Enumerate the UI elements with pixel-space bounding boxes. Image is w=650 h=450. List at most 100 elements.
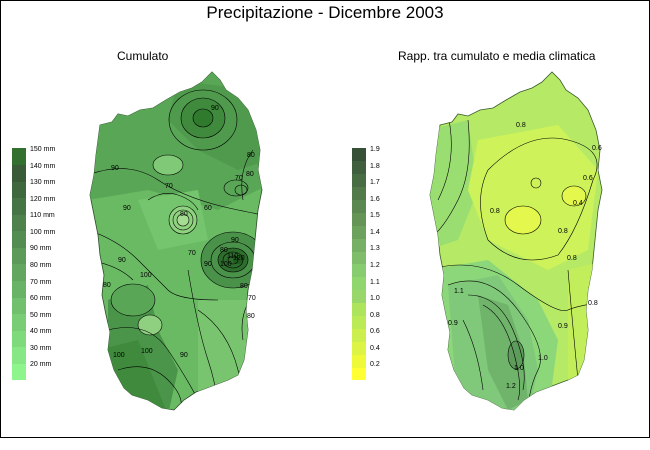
right-legend-swatch — [352, 160, 366, 175]
contour-label: 80 — [103, 282, 111, 289]
contour-label: 0.6 — [583, 175, 593, 182]
left-legend-label: 100 mm — [30, 228, 56, 236]
right-legend-label: 1.2 — [370, 262, 380, 269]
right-legend-label: 1.0 — [370, 295, 380, 303]
left-legend-label: 150 mm — [30, 146, 56, 153]
left-legend-label: 130 mm — [30, 179, 56, 187]
right-legend-label: 1.3 — [370, 245, 380, 253]
right-legend-label: 1.9 — [370, 146, 380, 153]
contour-label: 100 — [140, 272, 152, 279]
right-legend-swatch — [352, 251, 366, 265]
contour-label: 70 — [165, 183, 173, 190]
left-legend-swatch — [12, 297, 26, 315]
right-legend-swatch — [352, 328, 366, 342]
contour-label: 1.0 — [538, 355, 548, 362]
left-legend-label: 120 mm — [30, 195, 56, 203]
contour-label: 0.9 — [448, 320, 458, 327]
left-legend-swatch — [12, 214, 26, 232]
left-legend-label: 60 mm — [30, 295, 52, 303]
left-legend-label: 80 mm — [30, 262, 52, 269]
contour-label: 90 — [211, 105, 219, 112]
right-legend-swatch — [352, 199, 366, 213]
contour-label: 90 — [231, 237, 239, 244]
right-legend-label: 0.8 — [370, 311, 380, 319]
contour-label: 0.4 — [573, 200, 583, 207]
contour-label: 0.9 — [558, 323, 568, 330]
contour-label: 70 — [235, 175, 243, 182]
right-legend-swatch — [352, 212, 366, 226]
right-legend-swatch — [352, 264, 366, 278]
left-legend-label: 140 mm — [30, 162, 56, 170]
contour-label: 0.6 — [592, 145, 602, 152]
right-legend-label: 0.4 — [370, 344, 380, 352]
right-legend-label: 1.1 — [370, 278, 380, 286]
left-map: 90 90 90 80 70 80 70 80 70 60 90 100 80 … — [89, 71, 263, 411]
right-map: 0.8 0.6 0.6 0.8 0.4 0.8 0.8 0.8 0.9 1.1 … — [429, 71, 603, 411]
contour-label: 90 — [123, 205, 131, 212]
contour-label: 0.8 — [558, 228, 568, 235]
right-legend-swatch — [352, 341, 366, 355]
contour-label: 60 — [204, 205, 212, 212]
right-legend-label: 1.7 — [370, 179, 380, 187]
right-legend-swatch — [352, 173, 366, 188]
contour-label: 90 — [111, 165, 119, 172]
right-legend-label: 0.6 — [370, 328, 380, 336]
right-map-legend: 0.2 0.4 0.6 0.8 1.0 1.1 1.2 1.3 1.4 1.5 1.6 1.7 1.8 1… — [352, 146, 412, 381]
left-legend-swatch — [12, 330, 26, 348]
contour-label: 80 — [247, 313, 255, 320]
left-contour-labels: 90 90 90 80 70 80 70 80 70 60 90 100 80 … — [103, 105, 256, 359]
contour-label: 100 — [220, 261, 232, 268]
left-legend-swatch — [12, 264, 26, 282]
left-legend-label: 70 mm — [30, 278, 52, 286]
right-legend-swatch — [352, 276, 366, 291]
contour-label: 0.8 — [516, 122, 526, 129]
right-legend-swatch — [352, 302, 366, 317]
contour-label: 120 — [233, 255, 245, 262]
right-contour-labels: 0.8 0.6 0.6 0.8 0.4 0.8 0.8 0.8 0.9 1.1 … — [448, 122, 602, 390]
contour-label: 1.1 — [454, 288, 464, 295]
left-legend-label: 40 mm — [30, 328, 52, 336]
right-legend-label: 1.4 — [370, 228, 380, 236]
contour-label: 90 — [180, 352, 188, 359]
left-map-legend: 20 mm 30 mm 40 mm 50 mm 60 mm 70 mm 80 mm 90 mm… — [12, 146, 92, 381]
contour-label: 70 — [188, 250, 196, 257]
right-legend-swatch — [352, 238, 366, 252]
contour-label: 0.8 — [588, 300, 598, 307]
right-legend-swatch — [352, 354, 366, 368]
left-legend-swatch — [12, 313, 26, 331]
contour-label: 80 — [180, 211, 188, 218]
right-legend-label: 1.6 — [370, 195, 380, 203]
contour-label: 90 — [204, 261, 212, 268]
contour-label: 90 — [118, 257, 126, 264]
left-legend-swatch — [12, 148, 26, 166]
right-legend-label: 1.5 — [370, 212, 380, 220]
contour-label: 1.2 — [506, 383, 516, 390]
contour-label: 100 — [141, 348, 153, 355]
right-legend-swatch — [352, 225, 366, 239]
contour-label: 110 — [227, 253, 238, 260]
right-legend-label: 0.2 — [370, 361, 380, 369]
contour-label: 100 — [113, 352, 125, 359]
right-legend-label: 1.8 — [370, 162, 380, 170]
page-title: Precipitazione - Dicembre 2003 — [206, 3, 444, 22]
left-legend-swatch — [12, 197, 26, 215]
right-legend-swatch — [352, 289, 366, 304]
left-legend-swatch — [12, 280, 26, 298]
left-legend-label: 50 mm — [30, 311, 52, 319]
left-map-subtitle: Cumulato — [117, 49, 169, 63]
left-legend-swatch — [12, 230, 26, 248]
contour-label: 1.0 — [514, 365, 524, 372]
contour-label: 80 — [220, 247, 228, 254]
left-legend-label: 90 mm — [30, 245, 52, 253]
contour-label: 70 — [248, 295, 256, 302]
contour-label: 80 — [247, 152, 255, 159]
right-legend-swatch — [352, 367, 366, 381]
contour-label: 80 — [246, 171, 254, 178]
contour-label: 0.8 — [567, 255, 577, 262]
contour-label: 80 — [240, 283, 248, 290]
left-legend-swatch — [12, 346, 26, 364]
left-legend-swatch — [12, 247, 26, 265]
contour-label: 0.8 — [490, 208, 500, 215]
left-legend-swatch — [12, 363, 26, 381]
right-map-subtitle: Rapp. tra cumulato e media climatica — [398, 49, 596, 63]
